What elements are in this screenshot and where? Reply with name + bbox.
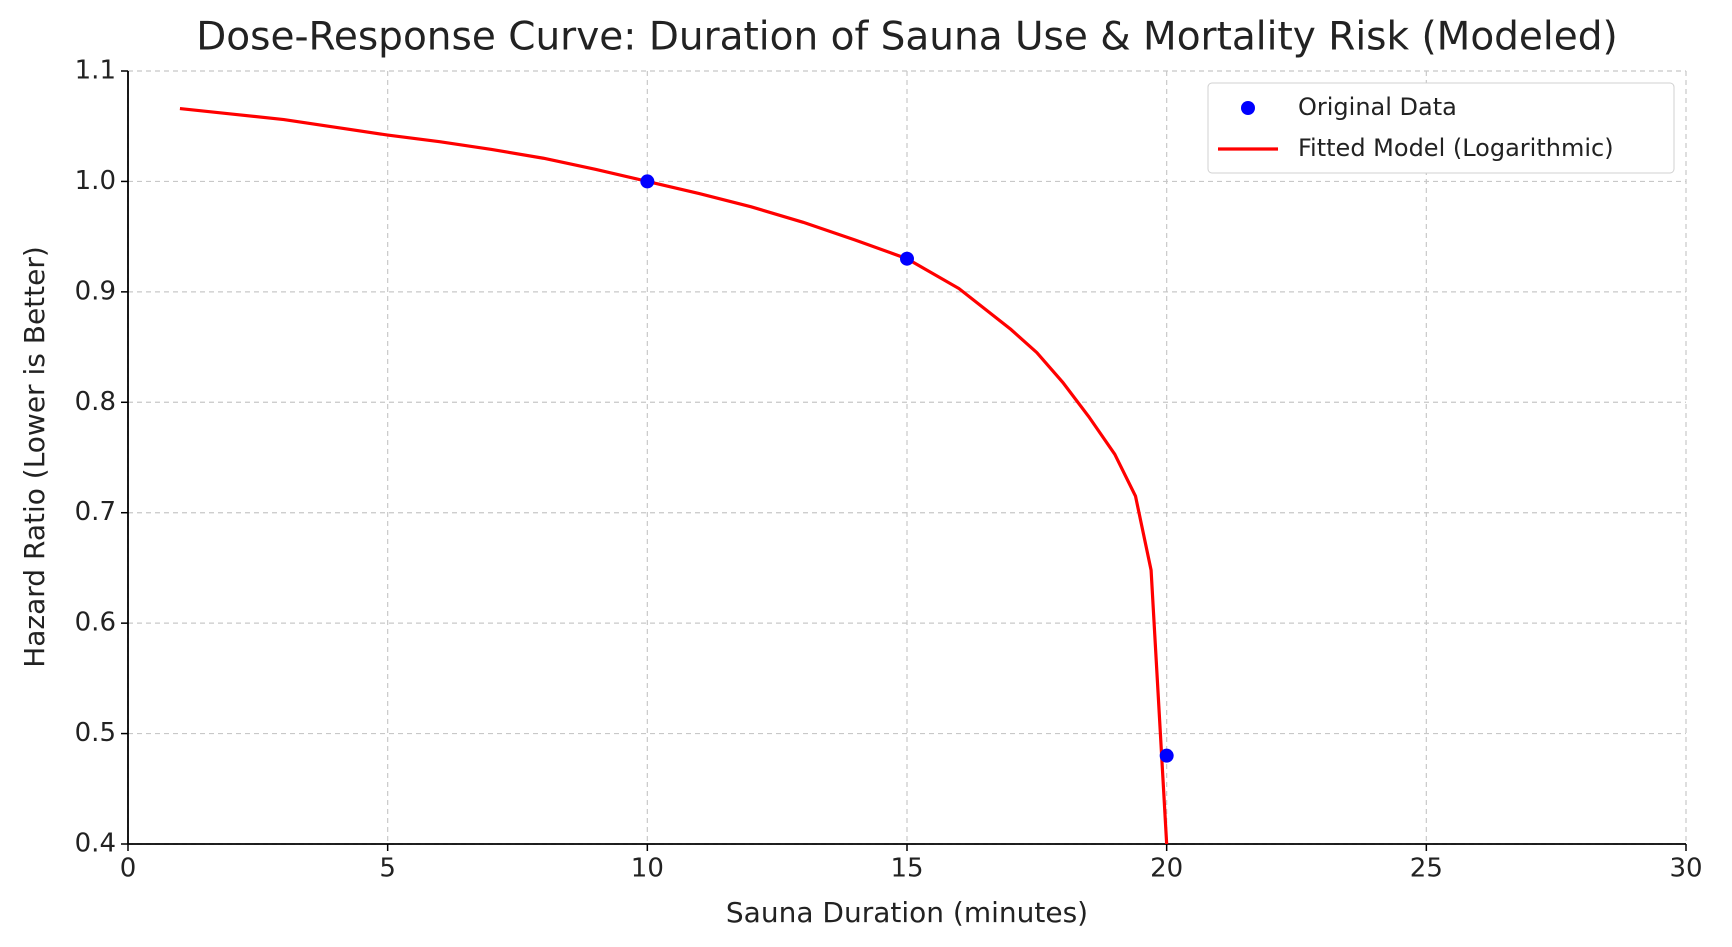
y-tick-label: 1.1 — [75, 56, 116, 86]
x-tick-label: 20 — [1150, 854, 1183, 884]
y-tick-label: 0.6 — [75, 608, 116, 638]
x-axis-label: Sauna Duration (minutes) — [726, 896, 1088, 929]
fit-line — [179, 106, 1169, 844]
y-tick-label: 0.9 — [75, 276, 116, 306]
x-tick-label: 15 — [890, 854, 923, 884]
x-tick-label: 5 — [379, 854, 396, 884]
x-tick-label: 30 — [1669, 854, 1702, 884]
data-point — [900, 251, 914, 266]
data-point — [1159, 748, 1174, 763]
legend-label: Original Data — [1298, 93, 1457, 121]
x-tick-label: 25 — [1410, 854, 1443, 884]
y-tick-label: 0.8 — [75, 387, 116, 417]
x-tick-label: 10 — [631, 854, 664, 884]
y-tick-label: 0.5 — [75, 718, 116, 748]
y-tick-label: 1.0 — [75, 166, 116, 196]
y-tick-label: 0.4 — [75, 829, 116, 859]
data-point — [640, 174, 655, 189]
chart-title: Dose-Response Curve: Duration of Sauna U… — [196, 15, 1617, 60]
legend-marker — [1241, 101, 1255, 115]
legend-label: Fitted Model (Logarithmic) — [1298, 134, 1614, 162]
y-tick-label: 0.7 — [75, 497, 116, 527]
x-tick-label: 0 — [120, 854, 137, 884]
legend-box — [1207, 82, 1675, 174]
y-axis-label: Hazard Ratio (Lower is Better) — [18, 246, 51, 668]
